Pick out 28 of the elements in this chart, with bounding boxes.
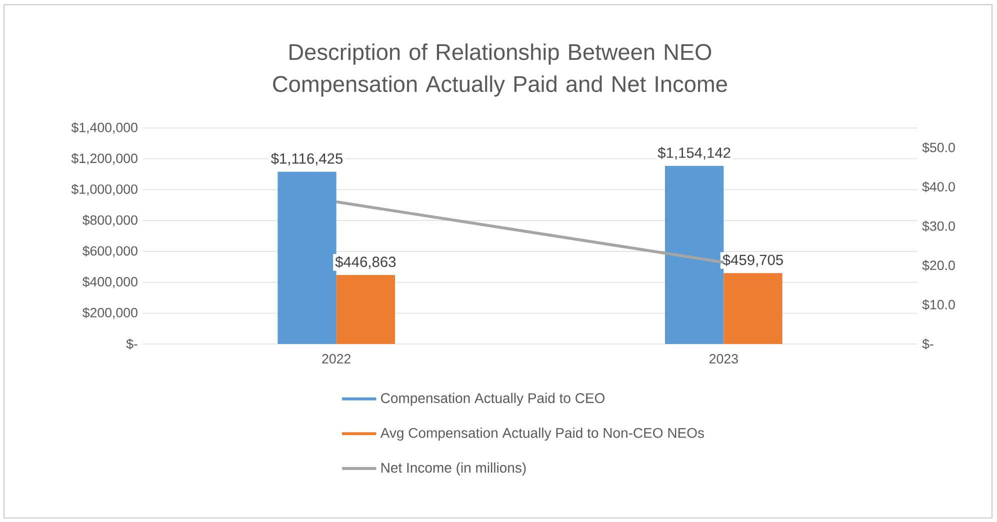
chart-title: Description of Relationship Between NEO Compensation Actually Paid and Net Income (273, 43, 727, 97)
y-tick-label: $- (126, 338, 138, 350)
y-tick-label: $1,200,000 (71, 153, 138, 165)
data-label: $1,116,425 (271, 152, 343, 166)
y-tick-label: $800,000 (82, 214, 138, 226)
y-tick-label: $1,400,000 (71, 122, 138, 134)
x-tick-label: 2022 (322, 354, 350, 364)
y-tick-label: $600,000 (82, 246, 138, 258)
bar (724, 273, 782, 344)
data-label: $1,154,142 (658, 146, 730, 160)
y2-tick-label: $40.0 (922, 182, 955, 192)
bar (336, 275, 395, 344)
bar (278, 172, 336, 344)
y-tick-label: $400,000 (82, 276, 138, 288)
legend-label: Compensation Actually Paid to CEO (381, 392, 605, 406)
y2-tick-label: $20.0 (922, 260, 955, 271)
y-tick-label: $200,000 (82, 307, 138, 319)
y-tick-label: $1,000,000 (71, 184, 138, 196)
legend-label: Avg Compensation Actually Paid to Non-CEO NEOs (380, 428, 704, 441)
data-label: $446,863 (335, 256, 396, 269)
y2-tick-label: $10.0 (922, 299, 955, 310)
y2-tick-label: $30.0 (922, 220, 955, 232)
bar (665, 166, 724, 344)
y2-tick-label: $50.0 (922, 142, 955, 154)
legend-label: Net Income (in millions) (382, 462, 526, 476)
x-tick-label: 2023 (710, 354, 738, 364)
data-label: $459,705 (722, 254, 783, 267)
y2-tick-label: $- (922, 338, 934, 350)
